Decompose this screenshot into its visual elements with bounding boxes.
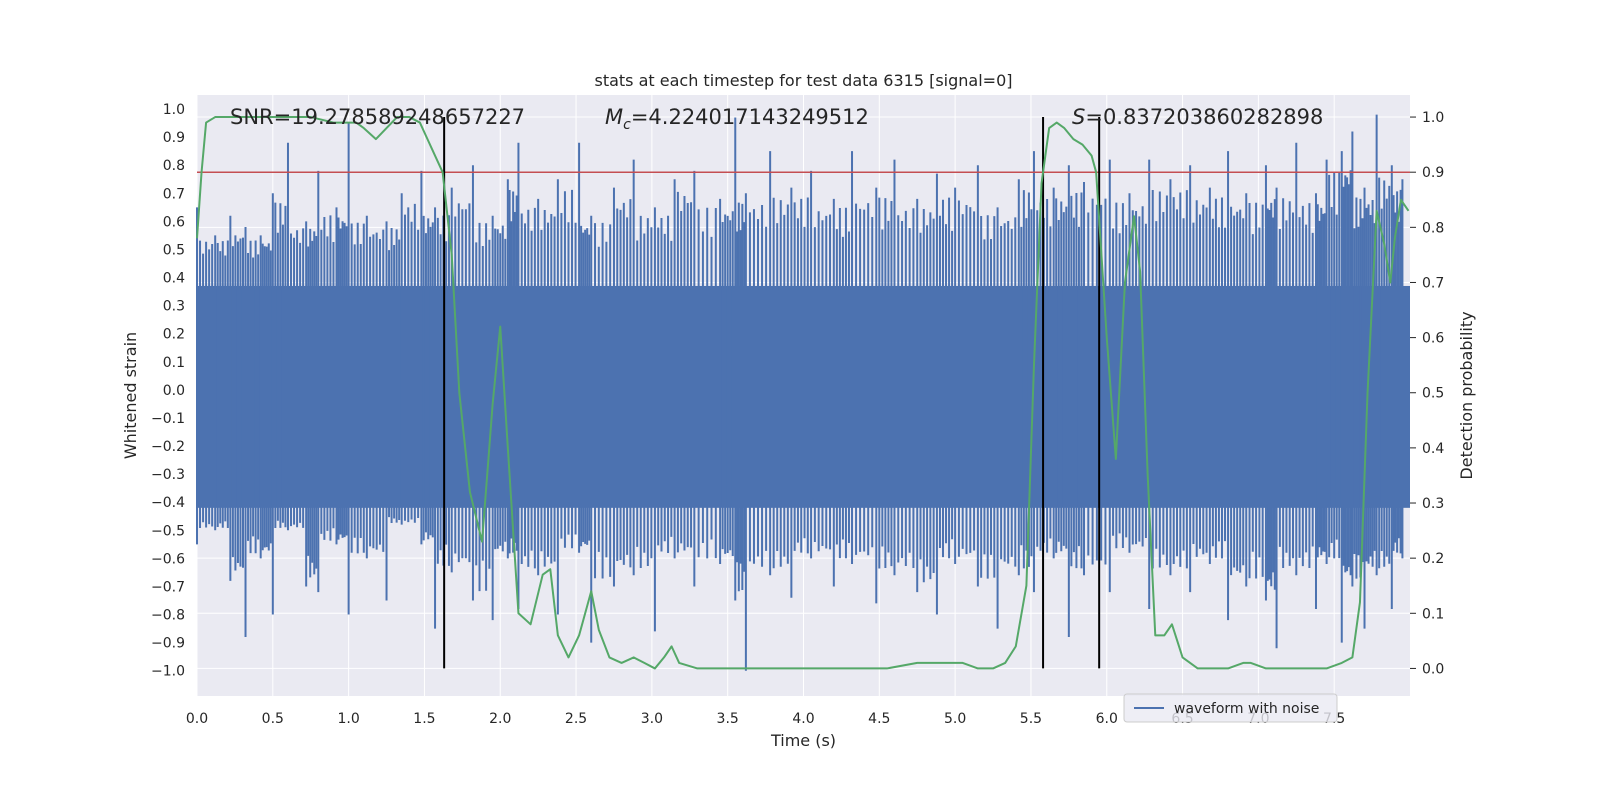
y-right-tick-label: 0.2: [1422, 551, 1444, 567]
y-left-tick-label: 1.0: [163, 102, 185, 118]
waveform-series: [196, 114, 1410, 671]
y-right-tick-label: 0.8: [1422, 220, 1444, 236]
y-left-tick-label: 0.9: [163, 130, 185, 146]
y-left-axis-ticks: 1.0 0.9 0.8 0.7 0.6 0.5 0.4 0.3 0.2 0.1 0.0 −0.1 −0.…: [151, 102, 185, 680]
y-left-tick-label: 0.0: [163, 383, 185, 399]
y-left-axis-label: Whitened strain: [121, 332, 140, 459]
y-right-tick-label: 0.3: [1422, 496, 1444, 512]
mc-value: =4.224017143249512: [631, 105, 869, 129]
y-left-tick-label: −1.0: [151, 664, 185, 680]
y-right-tick-label: 0.4: [1422, 441, 1444, 457]
y-left-tick-label: 0.3: [163, 299, 185, 315]
x-tick-label: 6.0: [1096, 711, 1118, 727]
y-right-axis-ticks: 0.0 0.1 0.2 0.3 0.4 0.5 0.6 0.7 0.8 0.9 1.0: [1410, 110, 1444, 677]
x-tick-label: 1.0: [337, 711, 359, 727]
probability-line: [196, 116, 1410, 670]
mc-symbol: M: [605, 105, 623, 129]
chart-title: stats at each timestep for test data 631…: [594, 71, 1012, 90]
y-left-tick-label: 0.6: [163, 214, 185, 230]
x-tick-label: 2.5: [565, 711, 587, 727]
y-right-tick-label: 0.9: [1422, 165, 1444, 181]
y-left-tick-label: 0.1: [163, 355, 185, 371]
y-left-tick-label: −0.1: [151, 411, 185, 427]
x-tick-label: 3.0: [641, 711, 663, 727]
probability-series: [196, 116, 1410, 670]
y-left-tick-label: −0.6: [151, 551, 185, 567]
y-right-axis-label: Detection probability: [1457, 311, 1476, 479]
y-left-tick-label: 0.2: [163, 327, 185, 343]
s-annotation: S=0.837203860282898: [1072, 105, 1323, 129]
x-tick-label: 4.0: [792, 711, 814, 727]
x-tick-label: 4.5: [868, 711, 890, 727]
legend: waveform with noise: [1123, 693, 1338, 723]
y-right-tick-label: 1.0: [1422, 110, 1444, 126]
mc-subscript: c: [623, 117, 631, 133]
x-tick-label: 1.5: [413, 711, 435, 727]
x-tick-label: 0.0: [186, 711, 208, 727]
y-left-tick-label: −0.8: [151, 608, 185, 624]
x-tick-label: 2.0: [489, 711, 511, 727]
y-left-tick-label: −0.5: [151, 523, 185, 539]
y-left-tick-label: −0.3: [151, 467, 185, 483]
x-tick-label: 0.5: [262, 711, 284, 727]
snr-annotation: SNR=19.278589248657227: [230, 105, 525, 129]
x-tick-label: 3.5: [717, 711, 739, 727]
y-left-tick-label: −0.2: [151, 439, 185, 455]
y-right-tick-label: 0.6: [1422, 331, 1444, 347]
x-axis-label: Time (s): [770, 731, 836, 750]
legend-entry-label: waveform with noise: [1174, 701, 1319, 717]
chirp-mass-annotation: Mc=4.224017143249512: [605, 105, 869, 133]
y-left-tick-label: −0.9: [151, 636, 185, 652]
y-right-tick-label: 0.7: [1422, 275, 1444, 291]
y-left-tick-label: 0.8: [163, 158, 185, 174]
s-symbol: S: [1072, 105, 1085, 129]
y-right-tick-label: 0.5: [1422, 386, 1444, 402]
y-right-tick-label: 0.1: [1422, 606, 1444, 622]
x-tick-label: 5.5: [1020, 711, 1042, 727]
y-left-tick-label: 0.4: [163, 271, 185, 287]
y-left-tick-label: 0.7: [163, 186, 185, 202]
y-right-tick-label: 0.0: [1422, 661, 1444, 677]
y-left-tick-label: 0.5: [163, 242, 185, 258]
x-tick-label: 5.0: [944, 711, 966, 727]
y-left-tick-label: −0.4: [151, 495, 185, 511]
y-left-tick-label: −0.7: [151, 579, 185, 595]
s-value: =0.837203860282898: [1085, 105, 1323, 129]
legend-box: [1123, 693, 1338, 723]
